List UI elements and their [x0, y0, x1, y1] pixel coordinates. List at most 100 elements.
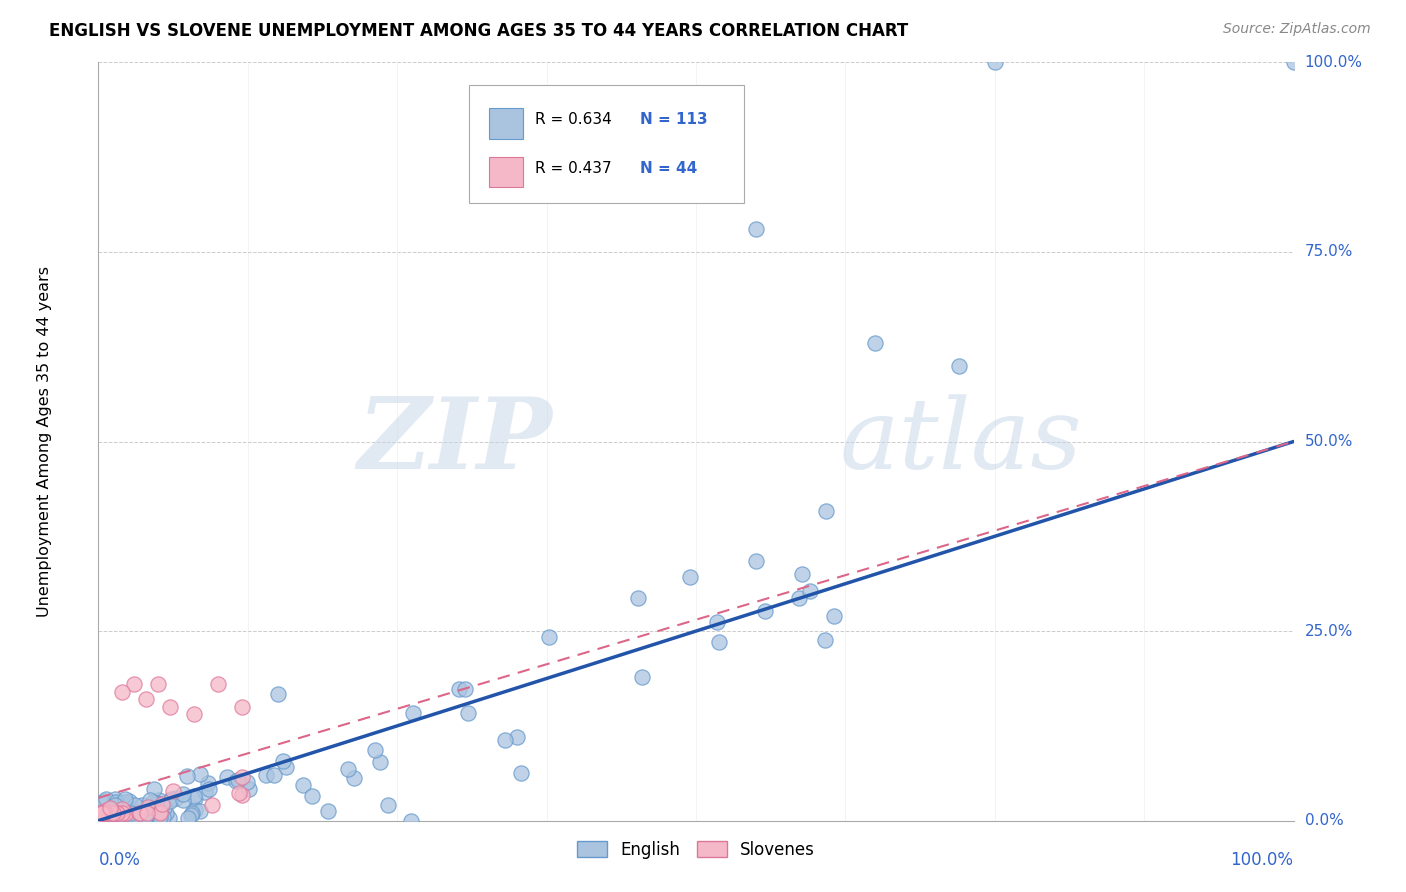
- Point: [149, 810, 172, 824]
- Point: [124, 814, 146, 828]
- Point: [377, 797, 399, 812]
- Point: [207, 677, 229, 691]
- Point: [103, 814, 125, 828]
- Point: [101, 806, 124, 821]
- Point: [94, 806, 117, 821]
- Point: [744, 554, 766, 568]
- Point: [152, 810, 174, 824]
- Point: [120, 805, 142, 820]
- Point: [129, 806, 152, 821]
- Point: [984, 55, 1007, 70]
- Point: [238, 781, 260, 796]
- Point: [93, 812, 115, 826]
- Point: [104, 806, 127, 821]
- Point: [122, 811, 145, 825]
- FancyBboxPatch shape: [470, 85, 744, 202]
- Point: [402, 706, 425, 720]
- Point: [124, 797, 146, 812]
- Point: [149, 806, 172, 821]
- Point: [128, 806, 150, 821]
- Point: [799, 583, 821, 598]
- Point: [194, 785, 217, 799]
- Point: [754, 604, 776, 618]
- Point: [184, 791, 207, 805]
- Text: 0.0%: 0.0%: [98, 851, 141, 869]
- Point: [263, 768, 285, 782]
- Text: atlas: atlas: [839, 394, 1083, 489]
- Point: [159, 699, 181, 714]
- Point: [706, 615, 728, 629]
- Point: [108, 814, 131, 828]
- Point: [91, 806, 114, 821]
- Text: ENGLISH VS SLOVENE UNEMPLOYMENT AMONG AGES 35 TO 44 YEARS CORRELATION CHART: ENGLISH VS SLOVENE UNEMPLOYMENT AMONG AG…: [49, 22, 908, 40]
- Point: [93, 804, 115, 818]
- Text: N = 113: N = 113: [640, 112, 707, 128]
- Point: [150, 797, 173, 811]
- Point: [100, 814, 122, 828]
- Point: [200, 797, 222, 812]
- Text: 75.0%: 75.0%: [1305, 244, 1353, 260]
- Point: [159, 794, 181, 808]
- Point: [1282, 55, 1305, 70]
- Point: [184, 803, 207, 817]
- Point: [814, 503, 837, 517]
- Point: [198, 782, 221, 797]
- Text: Source: ZipAtlas.com: Source: ZipAtlas.com: [1223, 22, 1371, 37]
- Point: [291, 778, 314, 792]
- Point: [93, 809, 115, 823]
- Point: [104, 791, 127, 805]
- Point: [188, 767, 211, 781]
- Point: [301, 789, 323, 803]
- Point: [136, 807, 159, 822]
- Point: [157, 811, 180, 825]
- Point: [93, 806, 115, 821]
- Point: [104, 806, 127, 821]
- Point: [165, 791, 187, 805]
- Point: [98, 803, 121, 817]
- Point: [91, 806, 114, 821]
- Point: [183, 789, 205, 804]
- Point: [104, 798, 127, 813]
- Point: [401, 814, 423, 828]
- Point: [172, 793, 194, 807]
- Point: [865, 335, 887, 350]
- Point: [447, 681, 470, 696]
- Point: [96, 804, 118, 818]
- Point: [364, 743, 387, 757]
- Point: [111, 685, 134, 699]
- Point: [91, 806, 114, 821]
- Point: [180, 805, 202, 820]
- Point: [136, 806, 159, 821]
- Point: [93, 814, 115, 828]
- Point: [273, 754, 295, 768]
- Point: [948, 359, 970, 373]
- Point: [114, 796, 136, 810]
- Point: [254, 767, 277, 781]
- Point: [96, 814, 118, 828]
- Point: [94, 806, 117, 821]
- Point: [627, 591, 650, 605]
- Point: [100, 814, 122, 828]
- Point: [114, 806, 136, 821]
- Text: R = 0.634: R = 0.634: [534, 112, 612, 128]
- Point: [814, 633, 837, 648]
- Point: [131, 797, 153, 812]
- Point: [176, 769, 198, 783]
- Point: [148, 814, 170, 828]
- Point: [183, 707, 205, 722]
- Point: [707, 634, 730, 648]
- Point: [228, 773, 250, 788]
- Point: [454, 682, 477, 697]
- Legend: English, Slovenes: English, Slovenes: [571, 834, 821, 865]
- Point: [145, 796, 167, 810]
- Point: [97, 802, 120, 816]
- Text: R = 0.437: R = 0.437: [534, 161, 612, 176]
- Point: [143, 782, 166, 797]
- Point: [225, 774, 247, 789]
- Point: [823, 608, 845, 623]
- Point: [152, 801, 174, 815]
- Point: [97, 806, 120, 821]
- Text: 50.0%: 50.0%: [1305, 434, 1353, 449]
- Point: [134, 810, 156, 824]
- Point: [93, 814, 115, 828]
